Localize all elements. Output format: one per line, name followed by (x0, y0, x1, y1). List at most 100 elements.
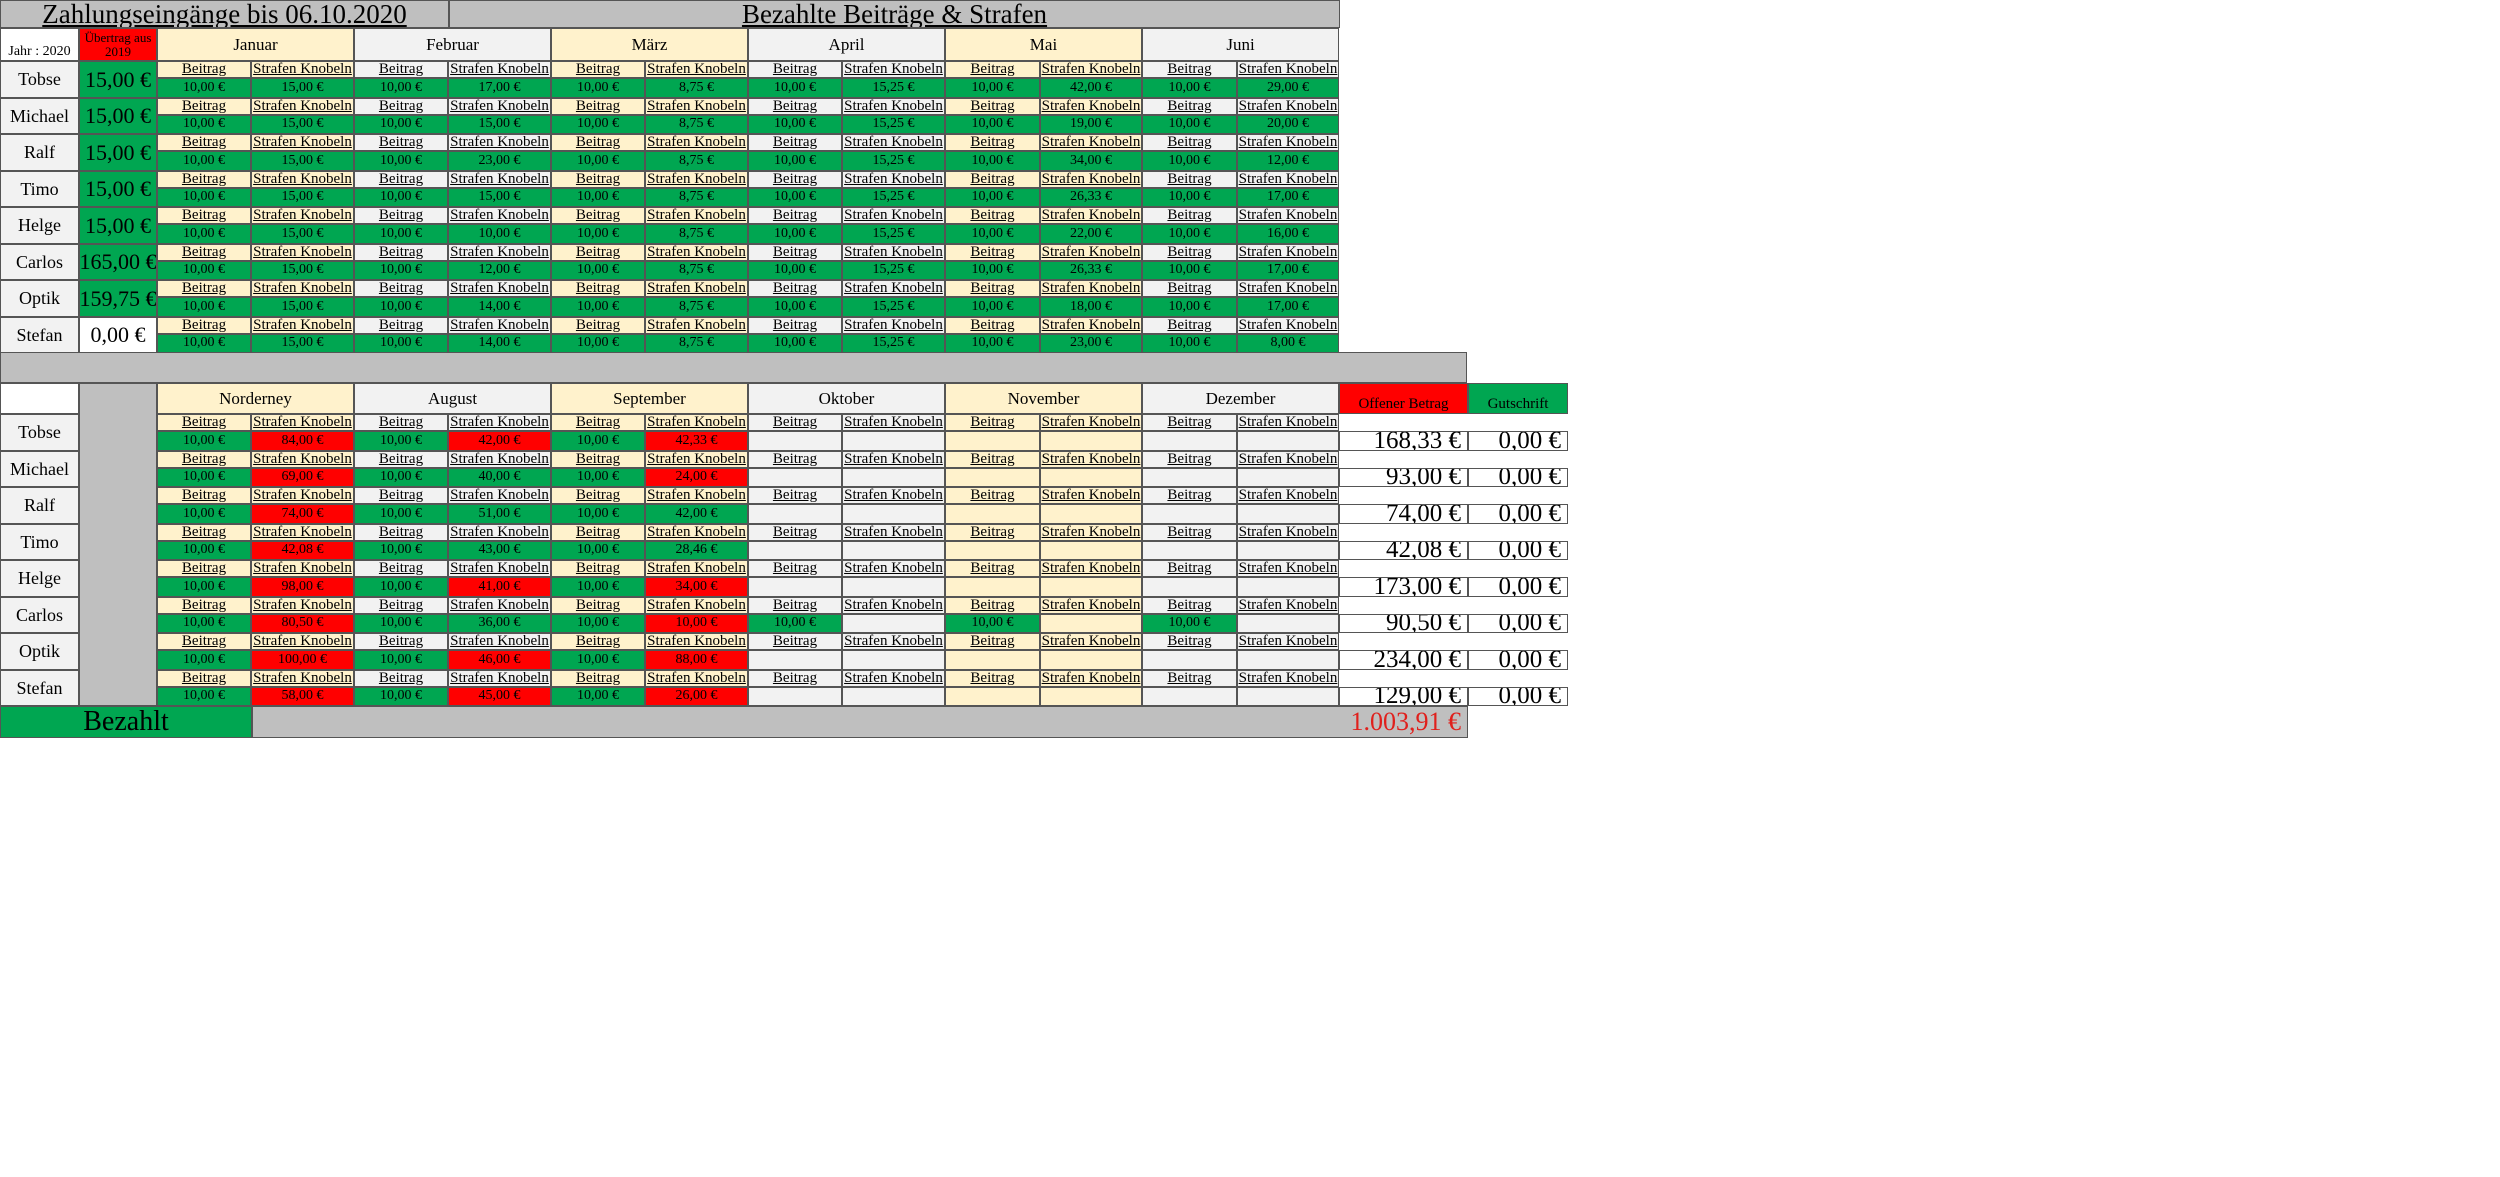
beitrag-value: 10,00 € (945, 78, 1040, 98)
beitrag-value: 10,00 € (157, 334, 251, 353)
beitrag-value (945, 687, 1040, 706)
strafen-subheader: Strafen Knobeln (251, 414, 354, 431)
uebertrag-value: 15,00 € (79, 134, 157, 171)
strafen-subheader: Strafen Knobeln (448, 98, 551, 115)
strafen-value: 26,00 € (645, 687, 748, 706)
beitrag-value: 10,00 € (157, 151, 251, 171)
strafen-value: 15,25 € (842, 188, 945, 207)
strafen-value (1040, 468, 1142, 487)
strafen-subheader: Strafen Knobeln (1040, 171, 1142, 188)
beitrag-subheader: Beitrag (748, 171, 842, 188)
strafen-subheader: Strafen Knobeln (251, 451, 354, 468)
beitrag-subheader: Beitrag (157, 244, 251, 261)
bezahlt-label: Bezahlt (0, 706, 252, 738)
beitrag-value: 10,00 € (551, 577, 645, 597)
beitrag-subheader: Beitrag (354, 207, 448, 224)
strafen-subheader: Strafen Knobeln (251, 670, 354, 687)
month-header: August (354, 383, 551, 414)
strafen-subheader: Strafen Knobeln (1040, 524, 1142, 541)
beitrag-value: 10,00 € (551, 334, 645, 353)
beitrag-subheader: Beitrag (748, 244, 842, 261)
uebertrag-value: 0,00 € (79, 317, 157, 353)
beitrag-value: 10,00 € (157, 261, 251, 280)
strafen-subheader: Strafen Knobeln (1237, 560, 1339, 577)
strafen-value (1237, 504, 1339, 524)
offener-betrag-value: 90,50 € (1339, 614, 1468, 633)
beitrag-value (748, 431, 842, 451)
strafen-subheader: Strafen Knobeln (251, 487, 354, 504)
strafen-value: 28,46 € (645, 541, 748, 560)
beitrag-value (748, 687, 842, 706)
month-header: November (945, 383, 1142, 414)
beitrag-subheader: Beitrag (551, 280, 645, 297)
strafen-value: 17,00 € (1237, 297, 1339, 317)
bottom-uebertrag-gap (79, 383, 157, 706)
beitrag-value: 10,00 € (1142, 151, 1237, 171)
beitrag-value: 10,00 € (354, 504, 448, 524)
strafen-value: 8,75 € (645, 224, 748, 244)
uebertrag-value: 15,00 € (79, 61, 157, 98)
beitrag-subheader: Beitrag (354, 597, 448, 614)
strafen-value: 15,00 € (251, 334, 354, 353)
beitrag-value: 10,00 € (551, 504, 645, 524)
beitrag-value: 10,00 € (551, 115, 645, 134)
offener-spacer (1339, 560, 1468, 577)
offener-spacer (1339, 633, 1468, 650)
strafen-value: 15,00 € (448, 188, 551, 207)
strafen-value: 41,00 € (448, 577, 551, 597)
beitrag-subheader: Beitrag (551, 451, 645, 468)
beitrag-subheader: Beitrag (551, 487, 645, 504)
beitrag-subheader: Beitrag (157, 317, 251, 334)
strafen-value: 17,00 € (448, 78, 551, 98)
offener-betrag-value: 173,00 € (1339, 577, 1468, 597)
strafen-value: 23,00 € (448, 151, 551, 171)
beitrag-subheader: Beitrag (157, 487, 251, 504)
beitrag-subheader: Beitrag (354, 487, 448, 504)
member-name: Helge (0, 207, 79, 244)
beitrag-value: 10,00 € (551, 687, 645, 706)
strafen-value: 10,00 € (645, 614, 748, 633)
beitrag-subheader: Beitrag (157, 670, 251, 687)
beitrag-value: 10,00 € (748, 115, 842, 134)
strafen-subheader: Strafen Knobeln (842, 597, 945, 614)
beitrag-value: 10,00 € (748, 188, 842, 207)
beitrag-subheader: Beitrag (945, 560, 1040, 577)
strafen-value: 20,00 € (1237, 115, 1339, 134)
strafen-value (1237, 577, 1339, 597)
beitrag-subheader: Beitrag (748, 317, 842, 334)
strafen-subheader: Strafen Knobeln (1237, 207, 1339, 224)
strafen-subheader: Strafen Knobeln (251, 207, 354, 224)
strafen-value: 15,00 € (251, 297, 354, 317)
beitrag-value: 10,00 € (945, 151, 1040, 171)
strafen-subheader: Strafen Knobeln (1237, 451, 1339, 468)
beitrag-value (748, 468, 842, 487)
strafen-subheader: Strafen Knobeln (1237, 134, 1339, 151)
beitrag-value (1142, 504, 1237, 524)
beitrag-value: 10,00 € (157, 78, 251, 98)
strafen-subheader: Strafen Knobeln (1237, 317, 1339, 334)
strafen-value: 15,00 € (251, 224, 354, 244)
beitrag-subheader: Beitrag (748, 98, 842, 115)
beitrag-subheader: Beitrag (354, 414, 448, 431)
strafen-subheader: Strafen Knobeln (1237, 61, 1339, 78)
uebertrag-value: 15,00 € (79, 98, 157, 134)
member-name: Carlos (0, 244, 79, 280)
beitrag-subheader: Beitrag (1142, 134, 1237, 151)
strafen-value: 8,75 € (645, 78, 748, 98)
beitrag-value: 10,00 € (157, 431, 251, 451)
separator-band (0, 352, 1467, 383)
strafen-value: 42,33 € (645, 431, 748, 451)
member-name: Stefan (0, 317, 79, 353)
member-name: Carlos (0, 597, 79, 633)
strafen-subheader: Strafen Knobeln (448, 207, 551, 224)
strafen-value (1040, 650, 1142, 670)
strafen-subheader: Strafen Knobeln (448, 670, 551, 687)
offener-spacer (1339, 524, 1468, 541)
strafen-subheader: Strafen Knobeln (842, 98, 945, 115)
offener-spacer (1339, 414, 1468, 431)
beitrag-value: 10,00 € (748, 334, 842, 353)
uebertrag-value: 15,00 € (79, 171, 157, 207)
beitrag-subheader: Beitrag (157, 597, 251, 614)
strafen-subheader: Strafen Knobeln (448, 633, 551, 650)
beitrag-value: 10,00 € (1142, 261, 1237, 280)
